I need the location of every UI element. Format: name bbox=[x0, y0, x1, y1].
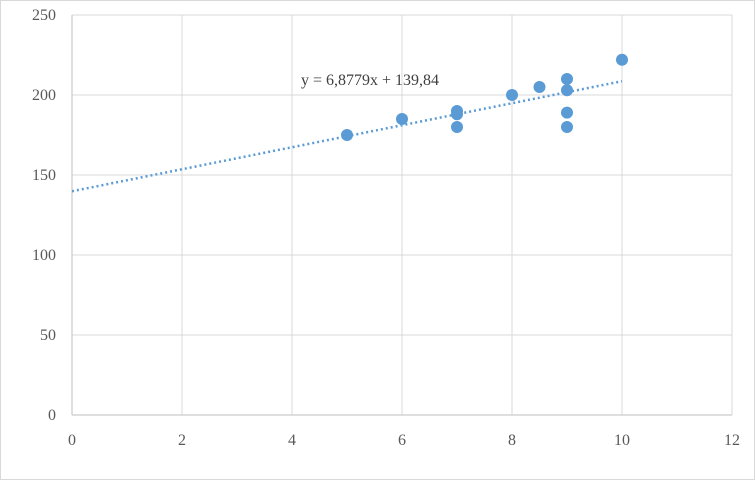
x-tick-label: 6 bbox=[398, 432, 406, 449]
y-tick-label: 150 bbox=[32, 167, 56, 184]
data-point bbox=[506, 89, 518, 101]
data-point bbox=[451, 121, 463, 133]
axes: 0 50 100 150 200 250 0 2 4 6 8 10 12 bbox=[32, 7, 740, 449]
x-tick-label: 0 bbox=[68, 432, 76, 449]
data-point bbox=[396, 113, 408, 125]
x-tick-label: 8 bbox=[508, 432, 516, 449]
data-point bbox=[561, 84, 573, 97]
trendline-equation: y = 6,8779x + 139,84 bbox=[301, 72, 439, 89]
data-point bbox=[533, 81, 546, 93]
data-point bbox=[561, 73, 573, 85]
y-tick-label: 50 bbox=[40, 327, 56, 344]
x-tick-label: 4 bbox=[288, 432, 296, 449]
data-point bbox=[616, 53, 628, 66]
y-tick-label: 200 bbox=[32, 87, 56, 104]
y-tick-label: 0 bbox=[48, 407, 56, 424]
data-point bbox=[561, 106, 573, 119]
x-tick-label: 2 bbox=[178, 432, 186, 449]
y-tick-label: 250 bbox=[32, 7, 56, 24]
data-point bbox=[451, 108, 463, 121]
data-points bbox=[341, 53, 628, 141]
x-tick-label: 10 bbox=[614, 432, 630, 449]
data-point bbox=[341, 129, 353, 141]
data-point bbox=[561, 121, 573, 133]
y-tick-label: 100 bbox=[32, 247, 56, 264]
gridlines bbox=[72, 14, 733, 415]
x-tick-label: 12 bbox=[724, 432, 740, 449]
